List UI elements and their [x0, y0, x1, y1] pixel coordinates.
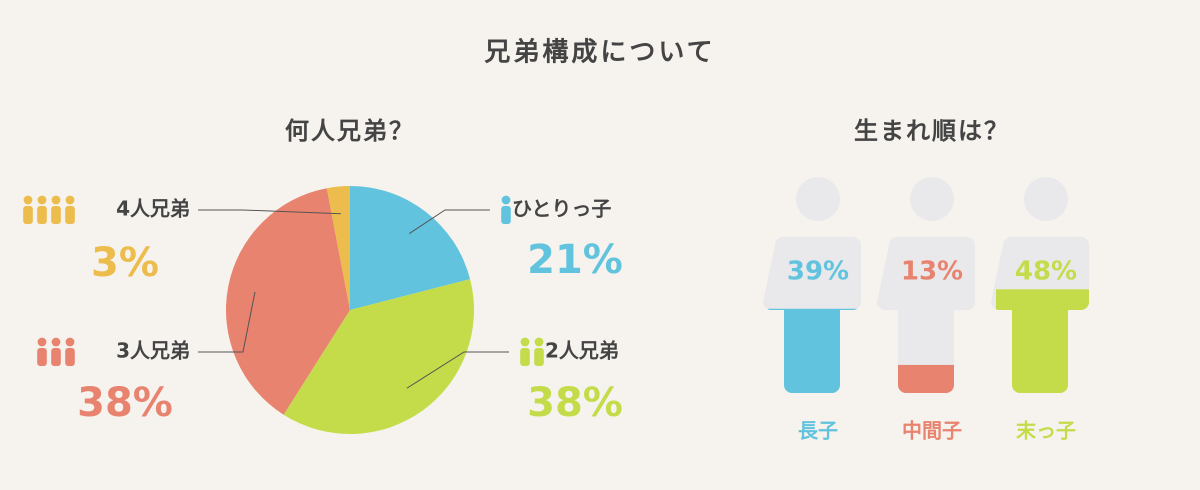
page-title: 兄弟構成について	[484, 38, 715, 68]
pie-slice	[326, 186, 350, 310]
icon-body	[534, 348, 544, 366]
person-icon-group	[23, 195, 75, 224]
legend-label: 4人兄弟	[116, 197, 190, 221]
legend-label: 3人兄弟	[116, 339, 190, 363]
icon-head	[520, 337, 530, 347]
legend-label: ひとりっ子	[512, 197, 611, 221]
leader-line	[198, 209, 341, 215]
icon-body	[51, 348, 61, 366]
value-label: 39%	[787, 257, 849, 287]
icon-head	[37, 337, 47, 347]
icon-body	[65, 348, 75, 366]
category-label: 長子	[798, 419, 838, 443]
value-label: 38%	[77, 380, 173, 426]
person-icon-group	[37, 337, 75, 366]
icon-head	[23, 195, 33, 205]
category-label: 末っ子	[1016, 419, 1076, 443]
person-figure	[877, 177, 975, 393]
leader-line	[198, 291, 256, 353]
icon-body	[37, 348, 47, 366]
icon-body	[520, 348, 530, 366]
icon-head	[51, 195, 61, 205]
pie-title: 何人兄弟？	[285, 117, 415, 145]
icon-head	[65, 195, 75, 205]
icon-head	[65, 337, 75, 347]
legend-label: 2人兄弟	[545, 339, 619, 363]
icon-body	[37, 206, 47, 224]
value-label: 21%	[527, 237, 623, 283]
leader-line	[406, 351, 509, 389]
icon-body	[65, 206, 75, 224]
leader-line	[409, 209, 490, 234]
person-icon-group	[520, 337, 544, 366]
person-icon-group	[501, 195, 511, 224]
icon-body	[51, 206, 61, 224]
value-label: 38%	[527, 380, 623, 426]
icon-body	[501, 206, 511, 224]
icon-head	[51, 337, 61, 347]
icon-head	[37, 195, 47, 205]
icon-head	[534, 337, 544, 347]
icon-head	[501, 195, 511, 205]
pie-slice	[350, 186, 471, 310]
value-label: 3%	[91, 240, 159, 286]
category-label: 中間子	[902, 419, 962, 443]
pie-slice	[283, 279, 474, 434]
pie-slice	[226, 188, 350, 415]
value-label: 48%	[1015, 257, 1077, 287]
icon-body	[23, 206, 33, 224]
value-label: 13%	[901, 257, 963, 287]
order-title: 生まれ順は？	[854, 117, 1010, 145]
